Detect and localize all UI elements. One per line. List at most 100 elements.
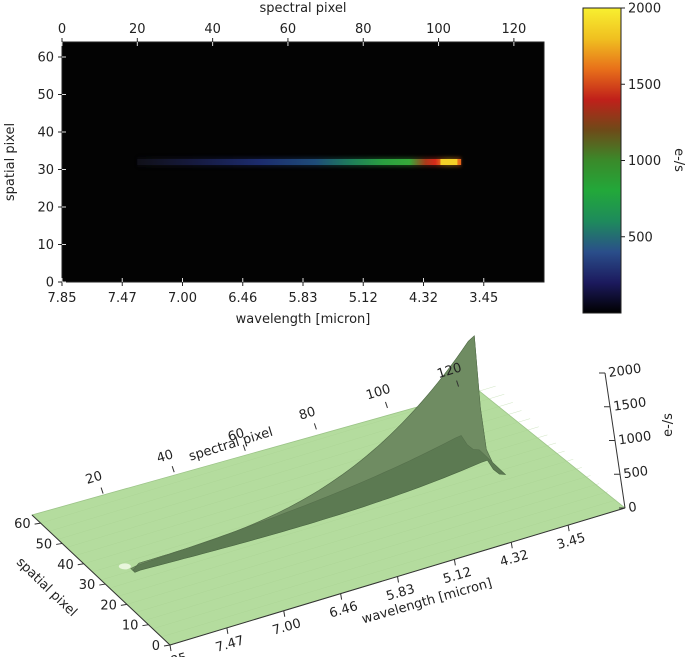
surface-wavelength-tick [397, 576, 399, 583]
surface-wavelength-tick [226, 627, 229, 634]
colorbar-tick-label: 1500 [628, 78, 661, 93]
top-axis: 0 20 40 60 80 100 120 [58, 22, 526, 46]
top-tick-label: 120 [501, 22, 526, 37]
surface-spatial-tick [99, 583, 106, 586]
surface-spectral-tick [242, 444, 246, 451]
surface-ripple [135, 475, 591, 613]
surface-ripple [152, 491, 608, 629]
surface-ridge-start [118, 563, 131, 570]
surface-z-tick-label: 0 [627, 500, 637, 516]
bottom-axis: 7.85 7.47 7.00 6.46 5.83 5.12 4.32 3.45 [48, 278, 498, 306]
surface-spectral-tick-label: 100 [364, 382, 392, 404]
surface-z-label: e-/s [661, 413, 676, 437]
colorbar-tick-label: 2000 [628, 2, 661, 17]
top-tick-label: 60 [280, 22, 297, 37]
surface-spatial-axis: 0 10 20 30 40 50 60 [14, 517, 171, 654]
surface-spatial-tick [142, 624, 149, 627]
surface-wavelength-tick-label: 7.85 [157, 650, 189, 657]
surface-panel: 20 40 60 80 100 120 0 10 20 30 40 50 60 7.85 7.47 7.0… [13, 335, 676, 657]
left-axis: 0 10 20 30 40 50 60 [37, 51, 66, 291]
top-tick-label: 100 [426, 22, 451, 37]
trace-core [137, 159, 462, 165]
surface-peak [118, 335, 507, 573]
spectrum-trace [137, 157, 462, 167]
top-axis-label: spectral pixel [259, 1, 346, 16]
surface-wavelength-tick-label: 7.47 [214, 633, 246, 655]
surface-wavelength-tick-label: 7.00 [271, 616, 303, 638]
surface-wavelength-tick [453, 559, 456, 566]
left-tick-label: 20 [37, 201, 54, 216]
surface-spatial-tick-label: 30 [79, 578, 96, 593]
surface-wavelength-tick-label: 4.32 [498, 548, 530, 570]
left-tick-label: 60 [37, 51, 54, 66]
heatmap-panel: 0 20 40 60 80 100 120 7.85 7.47 7.00 6.46 5.83 5.12… [3, 1, 545, 327]
surface-spatial-tick [77, 563, 84, 566]
surface-spatial-tick [163, 644, 171, 647]
surface-ripple [118, 459, 574, 597]
surface-spatial-tick-label: 20 [100, 598, 117, 613]
surface-spectral-tick [100, 487, 104, 494]
surface-wavelength-tick [340, 593, 343, 600]
top-tick-label: 80 [355, 22, 372, 37]
surface-z-tick-label: 500 [622, 464, 649, 482]
surface-spectral-tick-label: 20 [84, 469, 104, 488]
surface-spatial-tick-label: 50 [36, 537, 53, 552]
surface-wavelength-tick [567, 525, 570, 532]
top-tick-label: 0 [58, 22, 66, 37]
surface-ripple [144, 483, 600, 621]
bottom-tick-label: 7.85 [48, 291, 77, 306]
bottom-tick-label: 5.12 [349, 291, 378, 306]
left-tick-label: 40 [37, 126, 54, 141]
surface-wavelength-tick [169, 644, 172, 652]
surface-z-tick-label: 2000 [607, 362, 642, 381]
top-tick-label: 20 [129, 22, 146, 37]
surface-wavelength-tick-label: 6.46 [328, 599, 360, 621]
left-tick-label: 30 [37, 163, 54, 178]
surface-ripple [126, 467, 582, 605]
colorbar-ticks: 500 1000 1500 2000 [621, 2, 661, 245]
surface-z-axis: 0 500 1000 1500 2000 [599, 362, 652, 516]
surface-spectral-axis: 20 40 60 80 100 120 [84, 360, 464, 494]
surface-ripple [109, 450, 565, 589]
surface-spatial-tick [120, 603, 127, 606]
bottom-axis-label: wavelength [micron] [236, 312, 371, 327]
surface-spectral-tick-label: 120 [435, 360, 463, 382]
surface-spectral-tick [171, 466, 175, 473]
surface-ridge-back [130, 335, 493, 571]
left-tick-label: 0 [46, 276, 54, 291]
surface-spatial-tick-label: 40 [57, 558, 74, 573]
top-tick-label: 40 [204, 22, 221, 37]
surface-spatial-tick-label: 10 [122, 619, 139, 634]
bottom-tick-label: 6.46 [228, 291, 257, 306]
surface-spectral-tick [384, 401, 388, 409]
surface-spatial-tick-label: 60 [14, 517, 31, 532]
left-edge-axis [31, 514, 171, 646]
surface-z-tick-label: 1500 [612, 395, 647, 414]
surface-wavelength-tick [510, 542, 513, 549]
left-tick-label: 10 [37, 238, 54, 253]
colorbar-label: e-/s [671, 148, 685, 172]
surface-spectral-tick-label: 80 [297, 404, 317, 423]
colorbar-gradient [582, 7, 622, 314]
bottom-tick-label: 3.45 [469, 291, 498, 306]
bottom-tick-label: 5.83 [289, 291, 318, 306]
left-tick-label: 50 [37, 88, 54, 103]
surface-ripple [161, 499, 617, 638]
bottom-tick-label: 4.32 [409, 291, 438, 306]
bottom-tick-label: 7.00 [168, 291, 197, 306]
surface-spectral-tick [456, 380, 460, 387]
colorbar-tick-label: 1000 [628, 154, 661, 169]
surface-wavelength-tick-label: 3.45 [555, 531, 587, 553]
trace-peak [440, 159, 458, 165]
bottom-tick-label: 7.47 [108, 291, 137, 306]
surface-wavelength-label: wavelength [micron] [360, 576, 494, 628]
colorbar-tick-label: 500 [628, 230, 653, 245]
surface-spatial-tick-label: 0 [152, 639, 160, 654]
surface-spatial-tick [56, 542, 63, 545]
surface-spatial-tick [34, 522, 41, 525]
surface-spectral-tick-label: 40 [155, 447, 175, 466]
surface-spectral-tick-label: 60 [226, 426, 246, 445]
surface-spectral-tick [313, 423, 317, 430]
colorbar: 500 1000 1500 2000 e-/s [582, 2, 685, 314]
